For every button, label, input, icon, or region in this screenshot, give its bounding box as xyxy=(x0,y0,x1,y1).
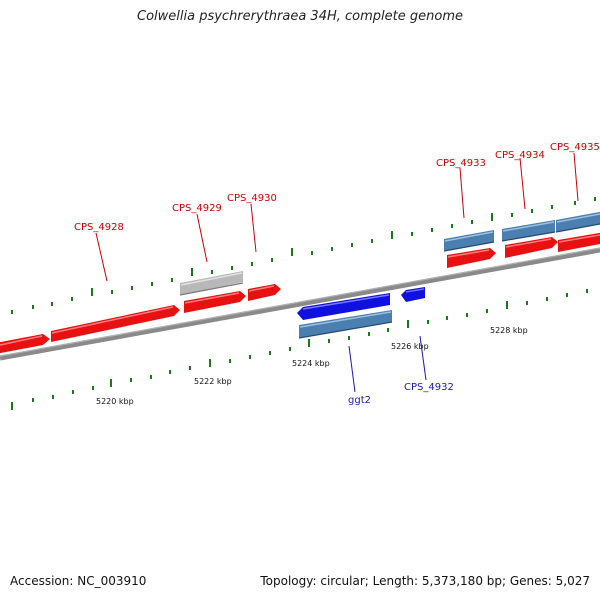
topology-text: Topology: circular; Length: 5,373,180 bp… xyxy=(260,574,590,588)
gene-arrow-cps4935[interactable] xyxy=(558,232,600,252)
leader-cps4929 xyxy=(196,213,208,263)
scale-label-5226: 5226 kbp xyxy=(391,342,429,351)
gene-label-cps4933[interactable]: CPS_4933 xyxy=(436,158,486,169)
cds-block-4935[interactable] xyxy=(555,211,600,233)
reverse-genes xyxy=(297,287,425,320)
gene-arrow-cps4932[interactable] xyxy=(401,287,425,302)
gene-arrow-cps4933[interactable] xyxy=(447,248,496,268)
leader-cps4935 xyxy=(573,152,579,202)
leader-cps4928 xyxy=(95,232,108,282)
cds-block-ggt2[interactable] xyxy=(298,310,393,339)
gene-arrow-cps4930[interactable] xyxy=(248,284,281,301)
leader-cps4932 xyxy=(419,335,427,381)
gene-label-cps4930[interactable]: CPS_4930 xyxy=(227,193,277,204)
leader-ggt2 xyxy=(348,345,356,393)
lower-tick-row xyxy=(11,289,588,410)
gene-label-cps4934[interactable]: CPS_4934 xyxy=(495,150,545,161)
gene-label-cps4935[interactable]: CPS_4935 xyxy=(550,142,600,153)
upper-tick-row xyxy=(11,197,596,314)
gene-label-cps4929[interactable]: CPS_4929 xyxy=(172,203,222,214)
gene-label-ggt2[interactable]: ggt2 xyxy=(348,395,371,406)
gene-arrow-cps4929[interactable] xyxy=(184,291,246,313)
gene-label-cps4928[interactable]: CPS_4928 xyxy=(74,222,124,233)
gene-arrow-cps4928[interactable] xyxy=(51,305,180,342)
scale-label-5222: 5222 kbp xyxy=(194,377,232,386)
cds-features-upper xyxy=(443,211,600,252)
gray-feature[interactable] xyxy=(179,271,244,296)
accession-text: Accession: NC_003910 xyxy=(10,574,147,588)
genome-title: Colwellia psychrerythraea 34H, complete … xyxy=(137,9,463,24)
genome-backbone xyxy=(0,247,600,361)
cds-block-4933[interactable] xyxy=(443,230,495,252)
leader-cps4933 xyxy=(459,167,465,219)
forward-genes xyxy=(0,232,600,354)
cds-block-4934[interactable] xyxy=(501,220,556,242)
leader-cps4934 xyxy=(519,157,526,210)
scale-label-5224: 5224 kbp xyxy=(292,359,330,368)
leader-cps4930 xyxy=(250,203,257,253)
gene-label-cps4932[interactable]: CPS_4932 xyxy=(404,382,454,393)
gene-arrow-cps4927[interactable] xyxy=(0,334,50,354)
scale-label-5220: 5220 kbp xyxy=(96,397,134,406)
gene-arrow-cps4934[interactable] xyxy=(505,237,558,258)
gene-arrow-ggt2[interactable] xyxy=(297,293,390,320)
scale-label-5228: 5228 kbp xyxy=(490,326,528,335)
